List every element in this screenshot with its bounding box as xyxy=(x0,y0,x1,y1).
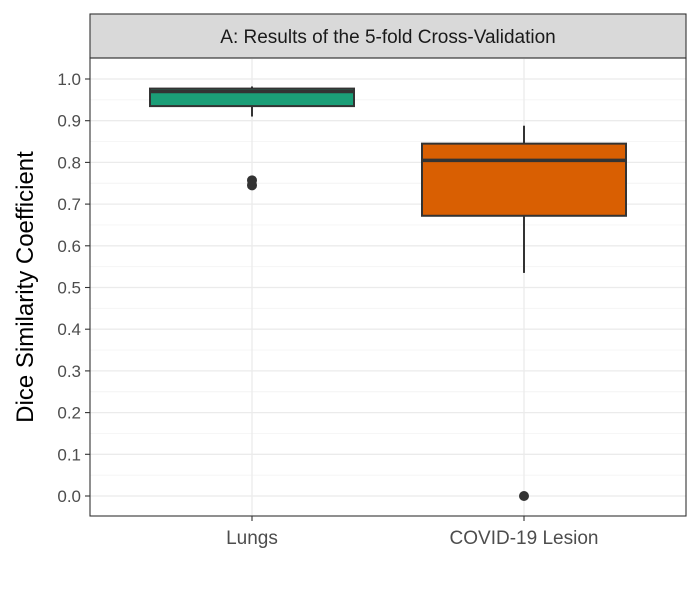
y-tick-label: 0.7 xyxy=(57,195,81,214)
y-axis: 0.0 0.1 0.2 0.3 0.4 0.5 0.6 0.7 0.8 0.9 1.0 xyxy=(57,70,90,506)
y-tick-label: 0.1 xyxy=(57,445,81,464)
box-body xyxy=(421,142,627,217)
grid-lines xyxy=(90,58,686,516)
outlier-point xyxy=(519,491,529,501)
y-tick-label: 0.6 xyxy=(57,237,81,256)
box-covid-19-lesion xyxy=(421,125,627,501)
y-tick-label: 1.0 xyxy=(57,70,81,89)
x-tick-label: Lungs xyxy=(226,528,278,549)
y-tick-label: 0.4 xyxy=(57,320,81,339)
y-tick-label: 0.0 xyxy=(57,487,81,506)
y-tick-label: 0.9 xyxy=(57,112,81,131)
x-axis: Lungs COVID-19 Lesion xyxy=(226,516,598,549)
y-tick-label: 0.3 xyxy=(57,362,81,381)
boxes xyxy=(149,86,627,501)
facet-strip: A: Results of the 5-fold Cross-Validatio… xyxy=(89,13,687,59)
facet-strip-background xyxy=(89,13,687,59)
box-lungs xyxy=(149,86,355,191)
y-tick-label: 0.8 xyxy=(57,153,81,172)
chart-title: A: Results of the 5-fold Cross-Validatio… xyxy=(220,27,555,48)
y-tick-label: 0.5 xyxy=(57,279,81,298)
y-tick-label: 0.2 xyxy=(57,404,81,423)
outlier-point xyxy=(247,175,257,186)
x-tick-label: COVID-19 Lesion xyxy=(450,528,599,549)
y-axis-label: Dice Similarity Coefficient xyxy=(12,151,39,423)
